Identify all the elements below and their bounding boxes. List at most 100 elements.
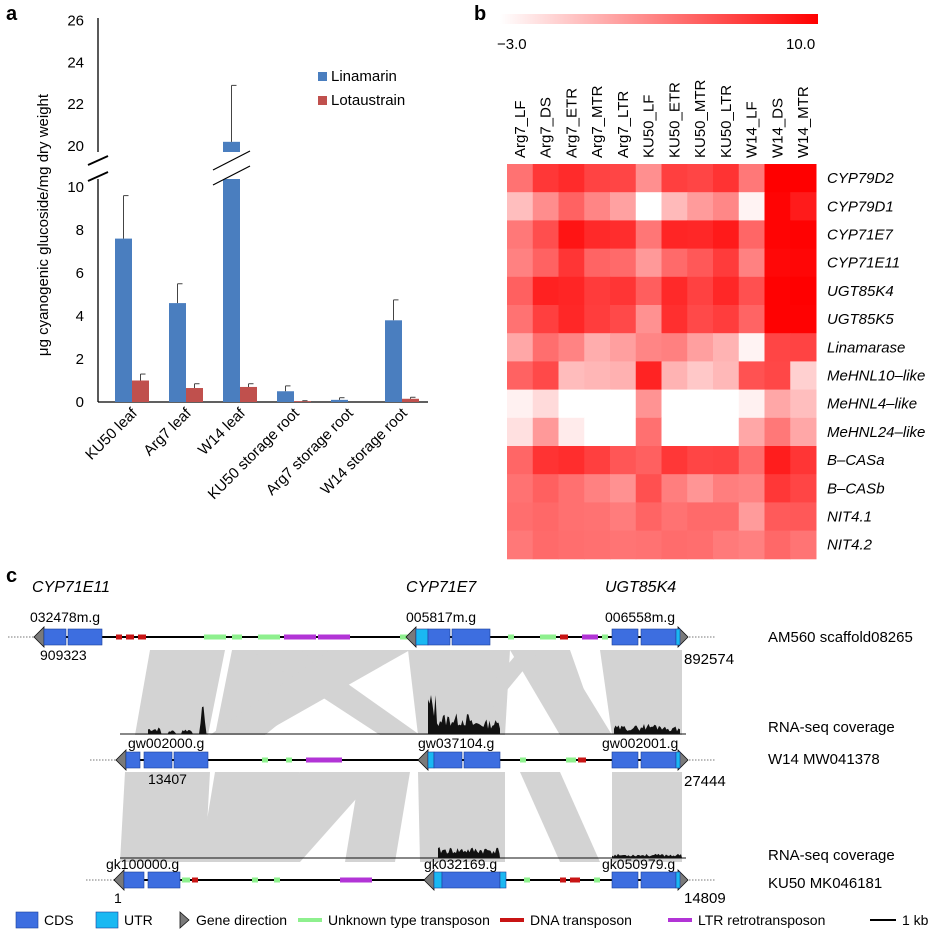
transposon [400,634,410,640]
heatmap-cell [661,220,688,250]
transposon [116,634,122,640]
heatmap-cell [507,333,534,362]
coordinate-label: 909323 [40,647,87,663]
heatmap-cell [738,305,765,334]
synteny-block [612,772,682,862]
heatmap-cell [532,164,559,193]
heatmap-cell [790,305,817,334]
cds-block [611,628,639,646]
transposon [570,877,580,883]
gene-direction-arrow [405,626,417,648]
heatmap-cell [635,333,662,362]
transposon [252,877,258,883]
heatmap-cell [713,417,740,447]
heatmap-cell [558,220,585,250]
track-name: KU50 MK046181 [768,875,882,892]
heatmap-cell [507,361,534,391]
bar [223,141,240,152]
column-label: KU50_MTR [692,79,709,158]
heatmap-cell [558,248,585,278]
heatmap-cell [635,192,662,221]
heatmap-cell [635,502,662,532]
x-tick-label: W14 leaf [195,404,249,458]
heatmap-cell [532,192,559,221]
heatmap-cell [738,417,765,447]
gene-name-label: UGT85K4 [605,579,676,596]
heatmap-cell [635,446,662,475]
transposon [340,877,372,883]
heatmap-cell [584,474,611,503]
synteny-block [418,772,505,862]
column-label: W14_MTR [795,86,812,158]
heatmap-cell [687,164,714,193]
heatmap-cell [687,530,714,560]
legend-label: LTR retrotransposon [698,912,825,928]
rna-seq-coverage-peak [148,706,212,734]
legend-swatch [15,911,39,929]
heatmap-cell [661,389,688,419]
heatmap-cell [558,192,585,221]
heatmap-cell [610,164,637,193]
heatmap-cell [764,417,791,447]
heatmap-cell [584,417,611,447]
heatmap-cell [532,333,559,362]
heatmap-cell [635,248,662,278]
transposon [560,877,566,883]
heatmap-cell [764,530,791,560]
cds-block [451,628,491,646]
y-tick-label: 22 [67,96,84,113]
heatmap-cell [687,389,714,419]
heatmap-cell [558,305,585,334]
heatmap-cell [635,530,662,560]
heatmap-cell [661,417,688,447]
heatmap-cell [610,417,637,447]
transposon [578,757,586,763]
heatmap-cell [635,305,662,334]
heatmap-cell [764,502,791,532]
heatmap-cell [532,474,559,503]
bar [240,386,257,402]
bar [294,401,311,402]
bar [132,380,149,402]
legend-label: Gene direction [196,912,287,928]
heatmap-cell [610,192,637,221]
heatmap-cell [738,333,765,362]
cds-block [640,751,677,769]
column-label: Arg7_LTR [615,91,632,158]
row-label: MeHNL24–like [827,424,925,441]
bar [186,388,203,402]
synteny-ribbon [240,772,380,862]
color-scale-max-label: 10.0 [786,36,815,53]
heatmap-cell [558,502,585,532]
cds-block [640,628,677,646]
transposon [318,634,350,640]
gene-id-label: 006558m.g [605,609,675,625]
coordinate-label: 14809 [684,890,726,907]
x-tick-label: KU50 storage root [205,404,304,503]
transposon [262,757,268,763]
y-tick-label: 24 [67,54,84,71]
heatmap-cell [738,389,765,419]
row-label: CYP71E11 [827,255,900,272]
row-label: CYP79D1 [827,198,894,215]
bar [223,179,240,402]
legend-swatch [318,96,327,105]
transposon [566,757,576,763]
transposon [286,757,292,763]
panel-b-heatmap: −3.0 10.0 Arg7_LF Arg7_DS Arg7_ETR Arg7_MTR… [497,14,925,560]
y-axis-label: μg cyanogenic glucoside/mg dry weight [35,93,52,356]
heatmap-cell [532,276,559,306]
heatmap-cell [661,333,688,362]
heatmap-cell [507,192,534,221]
y-tick-label: 4 [76,308,84,325]
gene-direction-arrow [423,869,435,891]
heatmap-cell [764,333,791,362]
heatmap-cell [713,220,740,250]
heatmap-cell [507,248,534,278]
transposon [258,634,280,640]
heatmap-cell [584,192,611,221]
gene-id-label: gk100000.g [106,856,179,872]
gene-id-label: gk032169.g [424,856,497,872]
heatmap-cell [713,333,740,362]
